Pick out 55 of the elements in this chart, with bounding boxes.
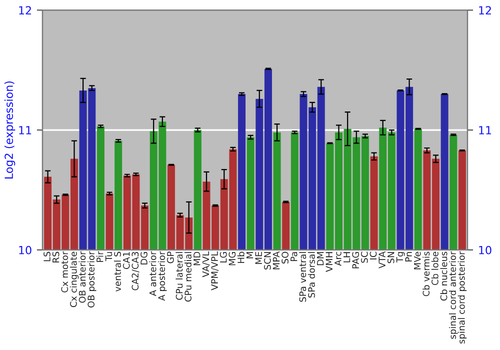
- y-axis-title: Log2 (expression): [4, 81, 16, 178]
- x-tick-label: Cb lobe: [431, 252, 438, 286]
- x-tick-label: LG: [220, 252, 227, 262]
- y2-tick-label: 12: [479, 6, 491, 14]
- x-tick-label: DG: [140, 252, 148, 264]
- x-tick-label: SC: [361, 252, 368, 263]
- x-tick-label: CA2/CA3: [132, 252, 140, 290]
- x-tick-label: Cx motor: [61, 251, 68, 292]
- x-tick-label: A posterior: [158, 251, 167, 301]
- x-tick-label: MG: [228, 252, 236, 266]
- y2-tick-label: 11: [479, 126, 492, 134]
- x-tick-label: VMH: [326, 252, 332, 272]
- x-tick-label: VA/VL: [202, 251, 210, 278]
- x-tick-label: Arc: [334, 252, 342, 266]
- x-tick-label: MPA: [272, 251, 280, 270]
- x-tick-label: VTA: [378, 251, 386, 268]
- y-tick-label: 10: [19, 246, 32, 254]
- x-tick-label: SPa dorsal: [308, 252, 315, 298]
- x-tick-label: CPu medial: [184, 252, 192, 302]
- x-tick-label: OB anterior: [78, 251, 86, 303]
- x-tick-label: Cx cingulate: [70, 252, 79, 308]
- x-tick-label: IC: [370, 252, 377, 260]
- x-tick-label: Tg: [396, 252, 405, 263]
- x-tick-label: DM: [317, 252, 324, 266]
- x-tick-label: LS: [44, 252, 50, 262]
- x-tick-label: SN: [387, 252, 394, 264]
- x-tick-label: spinal cord anterior: [449, 251, 458, 339]
- x-tick-label: SPa ventral: [299, 252, 306, 302]
- x-tick-label: VPM/VPL: [211, 251, 219, 290]
- x-tick-label: GP: [167, 252, 174, 264]
- x-tick-label: ME: [255, 252, 262, 264]
- x-tick-label: Hb: [237, 252, 244, 263]
- y-tick-label: 11: [19, 126, 32, 134]
- x-tick-label: Cb vermis: [422, 252, 430, 296]
- x-tick-label: Pir: [96, 251, 104, 262]
- x-tick-label: LH: [343, 252, 350, 262]
- x-tick-label: CA1: [122, 252, 130, 270]
- y2-tick-label: 10: [479, 246, 492, 254]
- x-tick-label: MD: [194, 252, 200, 266]
- x-tick-label: CPu lateral: [176, 252, 183, 300]
- y-tick-label: 12: [19, 6, 31, 14]
- x-tick-label: SCN: [264, 252, 271, 270]
- x-tick-label: A anterior: [149, 251, 156, 296]
- x-tick-label: spinal cord posterior: [458, 251, 467, 344]
- x-tick-label: OB posterior: [88, 251, 96, 308]
- x-tick-label: Tu: [105, 252, 112, 262]
- x-tick-label: M: [246, 252, 254, 258]
- x-tick-label: SO: [282, 252, 288, 264]
- x-tick-label: Pa: [290, 252, 298, 261]
- x-tick-label: PAG: [352, 252, 360, 268]
- x-tick-label: Pn: [405, 252, 412, 262]
- x-tick-label: ventral S: [114, 252, 121, 292]
- x-tick-label: Cb nucleus: [440, 252, 448, 301]
- x-tick-label: RS: [52, 252, 60, 262]
- x-tick-label: MVe: [414, 252, 421, 270]
